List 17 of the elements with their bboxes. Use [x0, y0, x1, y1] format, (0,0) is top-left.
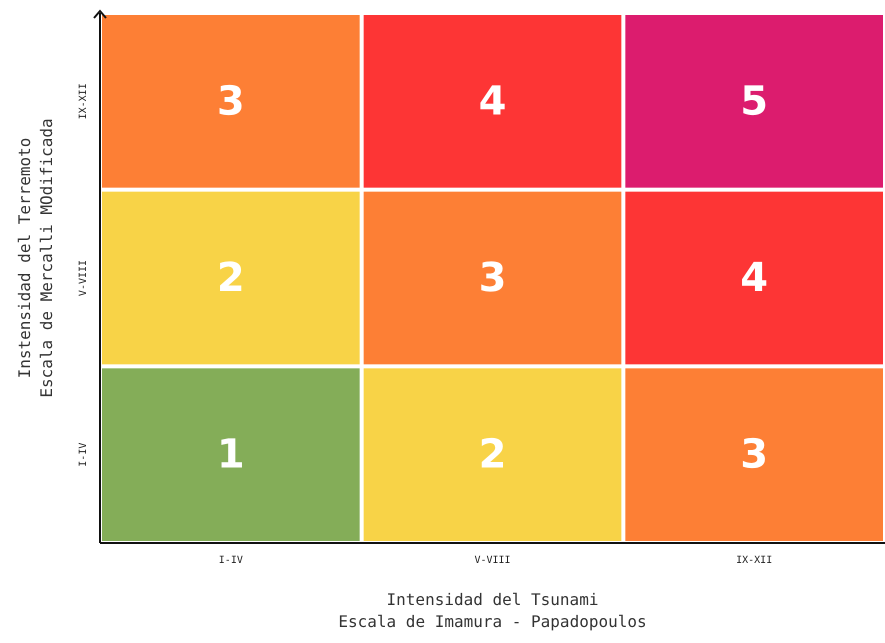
y-tick-label: V-VIII — [78, 260, 89, 296]
data-label: 3 — [216, 78, 245, 124]
data-label: 3 — [740, 432, 768, 478]
data-label: 2 — [216, 255, 245, 301]
x-tick-label: I-IV — [218, 555, 243, 566]
x-axis-title: Intensidad del Tsunami Escala de Imamura - Papadopoulos — [338, 590, 647, 631]
x-tick-label: V-VIII — [474, 555, 511, 566]
y-tick-label: I-IV — [78, 442, 89, 467]
y-axis-title: Instensidad del Terremoto Escala de Mercalli MOdificada — [15, 118, 56, 398]
data-label: 3 — [478, 255, 506, 301]
data-label: 4 — [740, 255, 768, 301]
data-label: 4 — [478, 78, 506, 124]
y-tick-label: IX-XII — [78, 83, 89, 120]
data-label: 1 — [216, 432, 245, 478]
x-tick-label: IX-XII — [736, 555, 772, 566]
data-label: 5 — [740, 78, 768, 124]
data-label: 2 — [478, 432, 506, 478]
